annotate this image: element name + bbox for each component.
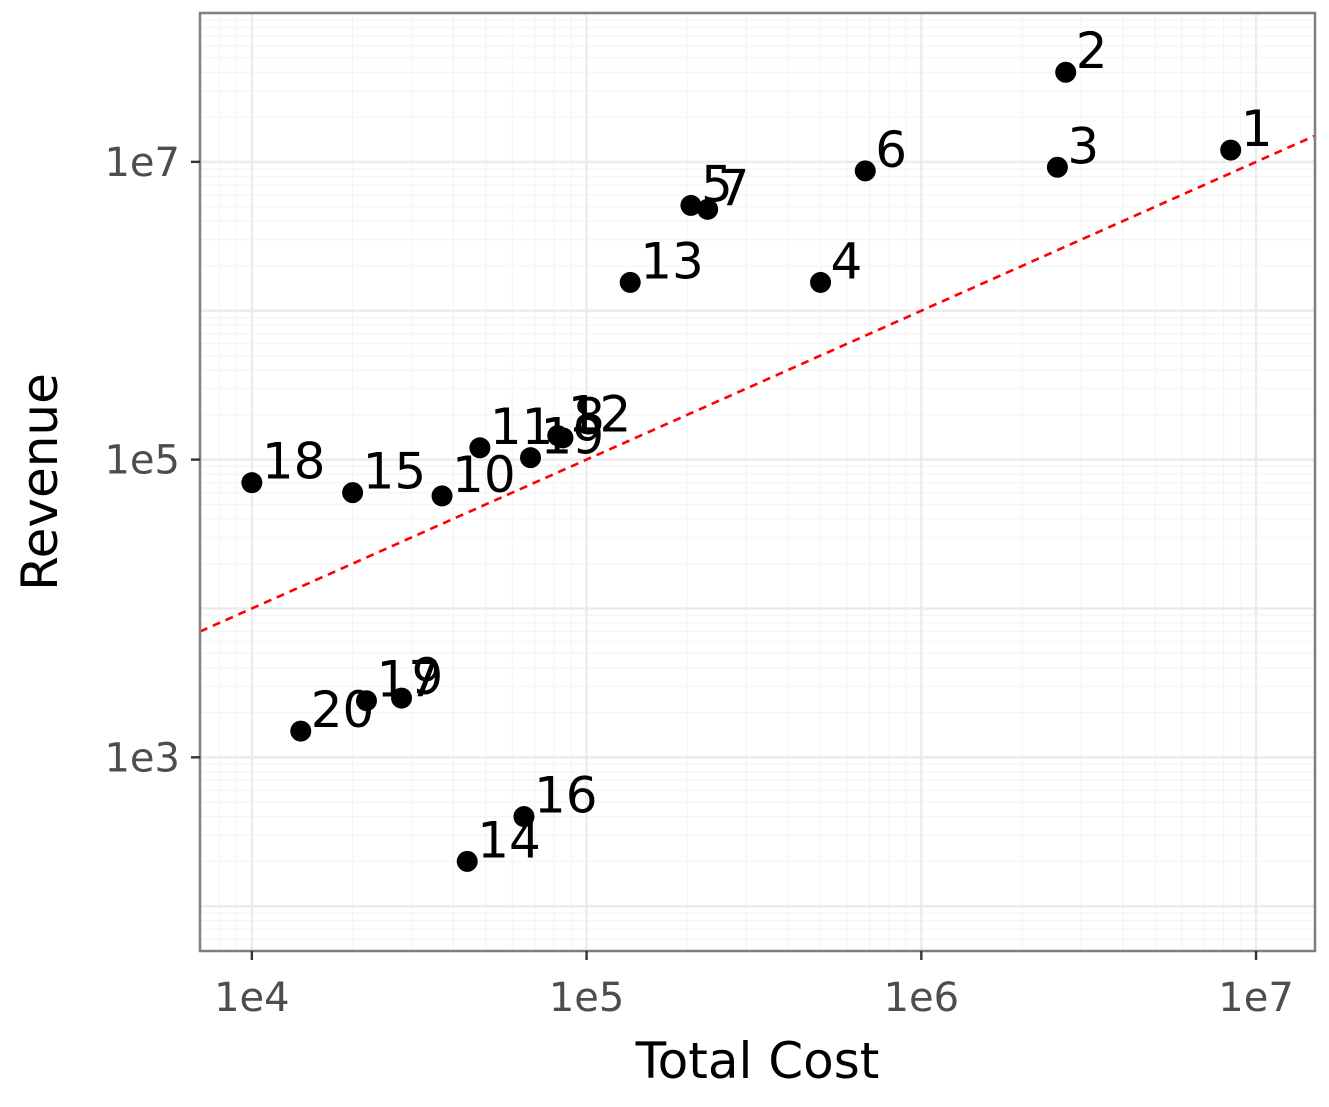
point-label: 17 (376, 651, 440, 709)
data-point (547, 425, 569, 447)
point-label: 8 (573, 388, 605, 446)
data-point (290, 720, 312, 742)
point-label: 12 (568, 386, 632, 444)
data-point (854, 160, 876, 182)
minor-gridlines (200, 13, 1315, 951)
y-tick-label: 1e7 (104, 140, 180, 186)
point-label: 14 (477, 811, 541, 869)
y-tick-label: 1e5 (104, 438, 180, 484)
data-point (513, 806, 535, 828)
y-axis-title: Revenue (11, 373, 69, 591)
point-label: 11 (490, 398, 554, 456)
data-point (1055, 61, 1077, 83)
data-point (431, 485, 453, 507)
point-label: 9 (412, 648, 444, 706)
panel-border (198, 11, 1317, 953)
data-point (241, 472, 263, 494)
point-label: 1 (1241, 100, 1273, 158)
point-label: 19 (541, 408, 605, 466)
point-label: 2 (1076, 22, 1108, 80)
x-axis: 1e4 1e5 1e6 1e7 (214, 951, 1294, 1021)
reference-line-layer (199, 134, 1316, 633)
x-tick-label: 1e7 (1218, 975, 1294, 1021)
data-point (355, 690, 377, 712)
point-label: 13 (640, 232, 704, 290)
data-point (680, 194, 702, 216)
data-point (619, 271, 641, 293)
point-label: 18 (262, 433, 326, 491)
point-label: 10 (452, 446, 516, 504)
data-points (241, 61, 1242, 872)
x-tick-label: 1e5 (549, 975, 625, 1021)
data-point (391, 687, 413, 709)
y-axis: 1e3 1e5 1e7 (104, 140, 200, 781)
x-tick-label: 1e6 (884, 975, 960, 1021)
data-point (1046, 156, 1068, 178)
point-label: 3 (1067, 117, 1099, 175)
data-point (342, 482, 364, 504)
y-tick-label: 1e3 (104, 735, 180, 781)
reference-line (199, 134, 1316, 633)
x-axis-title: Total Cost (635, 1032, 880, 1090)
point-label: 4 (831, 232, 863, 290)
data-point (810, 271, 832, 293)
data-point (1220, 139, 1242, 161)
point-label: 6 (875, 121, 907, 179)
point-label: 20 (311, 681, 375, 739)
point-label: 5 (701, 155, 733, 213)
point-label: 16 (534, 767, 598, 825)
point-label: 7 (718, 159, 750, 217)
data-point (697, 198, 719, 220)
data-point (456, 850, 478, 872)
x-tick-label: 1e4 (214, 975, 290, 1021)
point-label: 15 (363, 443, 427, 501)
data-point (469, 437, 491, 459)
data-point (520, 447, 542, 469)
